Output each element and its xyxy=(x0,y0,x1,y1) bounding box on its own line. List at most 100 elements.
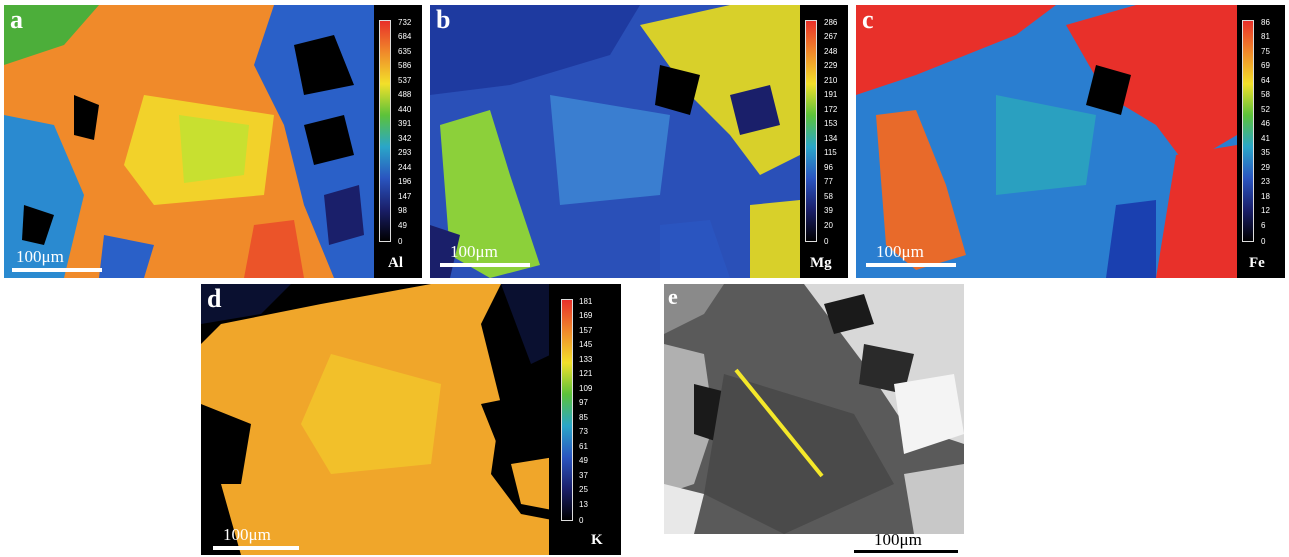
panel-a: a 732 684 635 586 537 488 440 391 342 29… xyxy=(4,5,422,278)
panel-c-label: c xyxy=(862,5,874,34)
colorbar-strip xyxy=(379,20,391,242)
colorbar-a: 732 684 635 586 537 488 440 391 342 293 … xyxy=(374,5,422,278)
colorbar-tick: 286 xyxy=(824,18,838,27)
panel-a-label: a xyxy=(10,5,23,34)
colorbar-tick: 293 xyxy=(398,148,412,157)
colorbar-tick: 41 xyxy=(1261,134,1270,143)
colorbar-tick: 145 xyxy=(579,340,593,349)
colorbar-tick: 96 xyxy=(824,163,833,172)
colorbar-tick: 13 xyxy=(579,500,588,509)
panel-b-label: b xyxy=(436,5,451,34)
colorbar-tick: 684 xyxy=(398,32,412,41)
al-map-image xyxy=(4,5,422,278)
colorbar-tick: 64 xyxy=(1261,76,1270,85)
colorbar-tick: 157 xyxy=(579,326,593,335)
scale-bar-label: 100μm xyxy=(223,525,271,544)
colorbar-tick: 58 xyxy=(1261,90,1270,99)
colorbar-d: 181 169 157 145 133 121 109 97 85 73 61 … xyxy=(549,284,621,555)
panel-e-label: e xyxy=(668,284,678,309)
colorbar-tick: 61 xyxy=(579,442,588,451)
colorbar-tick: 229 xyxy=(824,61,838,70)
colorbar-tick: 75 xyxy=(1261,47,1270,56)
element-label: Al xyxy=(388,255,403,271)
profile-line xyxy=(734,368,824,478)
panel-c: c 86 81 75 69 64 58 52 46 41 35 29 23 18… xyxy=(856,5,1285,278)
colorbar-tick: 440 xyxy=(398,105,412,114)
panel-d-label: d xyxy=(207,284,222,313)
element-label: Fe xyxy=(1249,255,1265,271)
colorbar-tick: 0 xyxy=(579,516,584,525)
colorbar-tick: 86 xyxy=(1261,18,1270,27)
colorbar-tick: 391 xyxy=(398,119,412,128)
colorbar-tick: 121 xyxy=(579,369,593,378)
colorbar-tick: 244 xyxy=(398,163,412,172)
colorbar-tick: 52 xyxy=(1261,105,1270,114)
fe-map-image xyxy=(856,5,1237,278)
scale-bar xyxy=(12,268,102,272)
colorbar-tick: 732 xyxy=(398,18,412,27)
scale-bar xyxy=(440,263,530,267)
colorbar-tick: 49 xyxy=(398,221,407,230)
colorbar-tick: 20 xyxy=(824,221,833,230)
colorbar-tick: 81 xyxy=(1261,32,1270,41)
colorbar-tick: 181 xyxy=(579,297,593,306)
colorbar-tick: 46 xyxy=(1261,119,1270,128)
colorbar-tick: 147 xyxy=(398,192,412,201)
mg-map-image xyxy=(430,5,848,278)
colorbar-tick: 191 xyxy=(824,90,838,99)
scale-bar-label: 100μm xyxy=(16,247,64,266)
colorbar-tick: 58 xyxy=(824,192,833,201)
colorbar-tick: 85 xyxy=(579,413,588,422)
scale-bar xyxy=(866,263,956,267)
panel-e: e 100μm xyxy=(664,284,964,555)
colorbar-tick: 153 xyxy=(824,119,838,128)
colorbar-tick: 586 xyxy=(398,61,412,70)
colorbar-tick: 133 xyxy=(579,355,593,364)
colorbar-tick: 488 xyxy=(398,90,412,99)
colorbar-strip xyxy=(1242,20,1254,242)
colorbar-tick: 69 xyxy=(1261,61,1270,70)
colorbar-tick: 172 xyxy=(824,105,838,114)
colorbar-tick: 98 xyxy=(398,206,407,215)
element-label: K xyxy=(591,532,603,548)
colorbar-strip xyxy=(805,20,817,242)
colorbar-tick: 18 xyxy=(1261,192,1270,201)
colorbar-c: 86 81 75 69 64 58 52 46 41 35 29 23 18 1… xyxy=(1237,5,1285,278)
colorbar-tick: 635 xyxy=(398,47,412,56)
colorbar-tick: 0 xyxy=(1261,237,1266,246)
colorbar-tick: 134 xyxy=(824,134,838,143)
panel-d: d 181 169 157 145 133 121 109 97 85 73 6… xyxy=(201,284,621,555)
colorbar-tick: 49 xyxy=(579,456,588,465)
colorbar-tick: 35 xyxy=(1261,148,1270,157)
scale-bar-label: 100μm xyxy=(874,530,922,549)
colorbar-tick: 537 xyxy=(398,76,412,85)
k-map-image xyxy=(201,284,573,555)
scale-bar-label: 100μm xyxy=(450,242,498,261)
scale-bar xyxy=(854,550,958,553)
colorbar-tick: 169 xyxy=(579,311,593,320)
bse-image xyxy=(664,284,964,555)
colorbar-strip xyxy=(561,299,573,521)
colorbar-tick: 248 xyxy=(824,47,838,56)
colorbar-tick: 196 xyxy=(398,177,412,186)
colorbar-tick: 12 xyxy=(1261,206,1270,215)
colorbar-tick: 210 xyxy=(824,76,838,85)
colorbar-tick: 25 xyxy=(579,485,588,494)
colorbar-tick: 97 xyxy=(579,398,588,407)
colorbar-tick: 109 xyxy=(579,384,593,393)
colorbar-tick: 37 xyxy=(579,471,588,480)
colorbar-tick: 73 xyxy=(579,427,588,436)
scale-bar-label: 100μm xyxy=(876,242,924,261)
colorbar-tick: 342 xyxy=(398,134,412,143)
panel-b: b 286 267 248 229 210 191 172 153 134 11… xyxy=(430,5,848,278)
colorbar-tick: 39 xyxy=(824,206,833,215)
colorbar-tick: 267 xyxy=(824,32,838,41)
colorbar-tick: 115 xyxy=(824,148,837,157)
scale-bar xyxy=(213,546,299,550)
colorbar-tick: 0 xyxy=(824,237,829,246)
element-label: Mg xyxy=(810,255,832,271)
colorbar-tick: 23 xyxy=(1261,177,1270,186)
colorbar-b: 286 267 248 229 210 191 172 153 134 115 … xyxy=(800,5,848,278)
colorbar-tick: 77 xyxy=(824,177,833,186)
colorbar-tick: 0 xyxy=(398,237,403,246)
